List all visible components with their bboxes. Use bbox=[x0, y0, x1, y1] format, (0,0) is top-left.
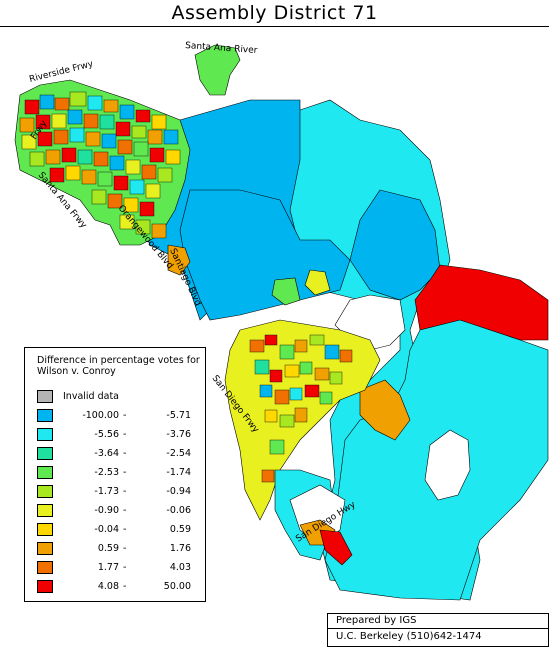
legend-range-high: -3.76 bbox=[166, 429, 191, 440]
precinct-coastal-red[interactable] bbox=[319, 529, 353, 566]
legend-range-dash: - bbox=[123, 448, 127, 459]
legend-range-high: -1.74 bbox=[166, 467, 191, 478]
credit-prepared-by: Prepared by IGS bbox=[336, 615, 417, 626]
legend-range-high: 4.03 bbox=[169, 562, 191, 573]
credit-box: Prepared by IGS U.C. Berkeley (510)642-1… bbox=[327, 613, 549, 647]
precinct-central-green[interactable] bbox=[271, 277, 301, 306]
precinct-river-green[interactable] bbox=[194, 44, 241, 96]
unincorporated-hole bbox=[424, 429, 471, 501]
legend-swatch bbox=[37, 409, 53, 422]
legend-swatch bbox=[37, 542, 53, 555]
legend-row: -5.56- -3.76 bbox=[37, 428, 202, 442]
credit-divider bbox=[328, 628, 548, 629]
precinct-orange-central[interactable] bbox=[359, 379, 411, 441]
legend-range-high: -2.54 bbox=[166, 448, 191, 459]
precinct-ridge[interactable] bbox=[349, 189, 441, 301]
legend-swatch bbox=[37, 428, 53, 441]
map-legend: Difference in percentage votes for Wilso… bbox=[24, 347, 206, 602]
legend-row: -0.04- 0.59 bbox=[37, 523, 202, 537]
legend-range-dash: - bbox=[123, 410, 127, 421]
legend-range-high: -0.94 bbox=[166, 486, 191, 497]
legend-range-dash: - bbox=[123, 543, 127, 554]
precinct-mosaic-south-tiles bbox=[249, 334, 353, 483]
legend-row: -100.00- -5.71 bbox=[37, 409, 202, 423]
legend-row: -1.73- -0.94 bbox=[37, 485, 202, 499]
legend-range-low: -2.53 bbox=[94, 467, 119, 478]
legend-row: -0.90- -0.06 bbox=[37, 504, 202, 518]
legend-swatch bbox=[37, 561, 53, 574]
legend-swatch bbox=[37, 447, 53, 460]
legend-range-high: -5.71 bbox=[166, 410, 191, 421]
road-label-riverside-frwy: Riverside Frwy bbox=[28, 59, 95, 85]
legend-row: 0.59- 1.76 bbox=[37, 542, 202, 556]
legend-range-low: -1.73 bbox=[94, 486, 119, 497]
legend-range-dash: - bbox=[123, 429, 127, 440]
precinct-upper-central[interactable] bbox=[167, 244, 191, 276]
legend-range-high: -0.06 bbox=[166, 505, 191, 516]
legend-swatch bbox=[37, 485, 53, 498]
legend-row: 4.08- 50.00 bbox=[37, 580, 202, 594]
legend-range-low: -100.00 bbox=[82, 410, 119, 421]
legend-range-high: 1.76 bbox=[169, 543, 191, 554]
legend-swatch bbox=[37, 523, 53, 536]
precinct-northwest-tiles bbox=[19, 91, 181, 239]
legend-row-invalid: Invalid data bbox=[37, 390, 202, 404]
legend-range-low: -5.56 bbox=[94, 429, 119, 440]
district-map: Santa Ana River Riverside Frwy Santa Ana… bbox=[14, 41, 549, 601]
legend-row: -2.53- -1.74 bbox=[37, 466, 202, 480]
legend-swatch bbox=[37, 466, 53, 479]
legend-swatch bbox=[37, 504, 53, 517]
legend-range-dash: - bbox=[123, 505, 127, 516]
legend-invalid-label: Invalid data bbox=[63, 391, 119, 402]
legend-range-high: 0.59 bbox=[169, 524, 191, 535]
legend-range-low: 0.59 bbox=[97, 543, 119, 554]
legend-title: Difference in percentage votes for Wilso… bbox=[37, 355, 200, 377]
legend-range-dash: - bbox=[123, 524, 127, 535]
legend-range-dash: - bbox=[123, 486, 127, 497]
precinct-central-yellow[interactable] bbox=[304, 269, 331, 296]
legend-swatch bbox=[37, 580, 53, 593]
title-divider bbox=[0, 26, 549, 27]
legend-range-dash: - bbox=[123, 581, 127, 592]
legend-swatch-invalid bbox=[37, 390, 53, 403]
legend-range-dash: - bbox=[123, 562, 127, 573]
legend-range-low: -3.64 bbox=[94, 448, 119, 459]
legend-row: -3.64- -2.54 bbox=[37, 447, 202, 461]
legend-range-low: -0.04 bbox=[94, 524, 119, 535]
legend-range-dash: - bbox=[123, 467, 127, 478]
map-title: Assembly District 71 bbox=[171, 2, 378, 24]
legend-range-low: -0.90 bbox=[94, 505, 119, 516]
legend-range-low: 1.77 bbox=[97, 562, 119, 573]
legend-range-high: 50.00 bbox=[163, 581, 191, 592]
credit-contact: U.C. Berkeley (510)642-1474 bbox=[336, 631, 482, 642]
legend-row: 1.77- 4.03 bbox=[37, 561, 202, 575]
legend-range-low: 4.08 bbox=[97, 581, 119, 592]
